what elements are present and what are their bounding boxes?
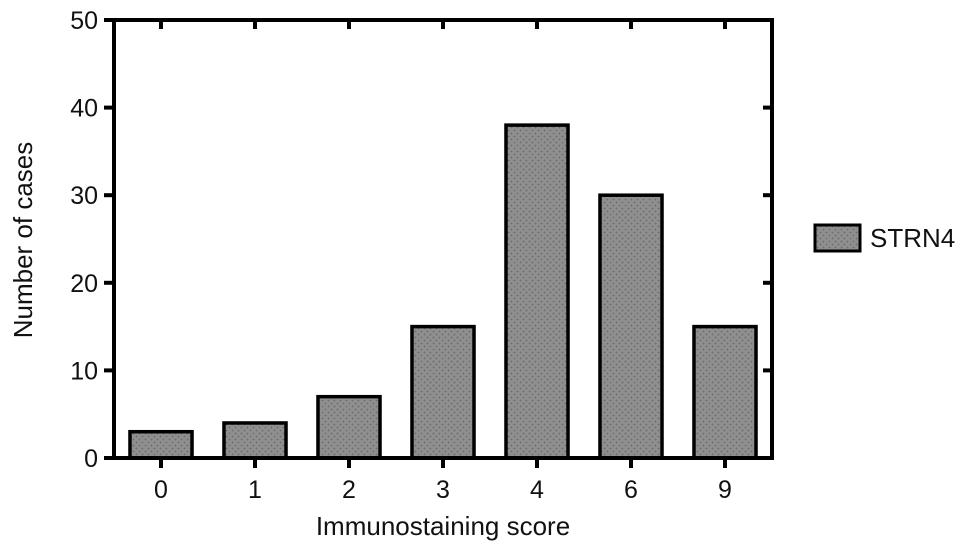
axes-layer: 0 10 20 30 40 50 0 1 2 3 4 6 9: [70, 7, 774, 504]
y-tick-label: 40: [70, 95, 98, 123]
x-tick-label: 4: [530, 476, 544, 504]
x-tick-label: 6: [624, 476, 638, 504]
x-tick-label: 1: [248, 476, 262, 504]
y-tick-label: 20: [70, 270, 98, 298]
x-axis-title: Immunostaining score: [316, 511, 570, 541]
bar-9: [692, 324, 758, 460]
y-tick-label: 50: [70, 7, 98, 35]
bar-0: [128, 429, 194, 460]
y-tick-label: 30: [70, 182, 98, 210]
y-tick-label: 10: [70, 357, 98, 385]
x-tick-label: 2: [342, 476, 356, 504]
legend-swatch-strn4: [813, 223, 862, 253]
legend-label-strn4: STRN4: [870, 223, 955, 253]
bar-4: [504, 123, 570, 460]
x-tick-label: 0: [154, 476, 168, 504]
bars-layer: [128, 123, 758, 460]
y-tick-label: 0: [84, 445, 98, 473]
legend: STRN4: [813, 223, 955, 253]
bar-1: [222, 421, 288, 460]
x-tick-label: 3: [436, 476, 450, 504]
bar-3: [410, 324, 476, 460]
x-tick-label: 9: [718, 476, 732, 504]
y-axis-title: Number of cases: [8, 142, 38, 339]
bar-2: [316, 394, 382, 460]
bar-6: [598, 193, 664, 460]
